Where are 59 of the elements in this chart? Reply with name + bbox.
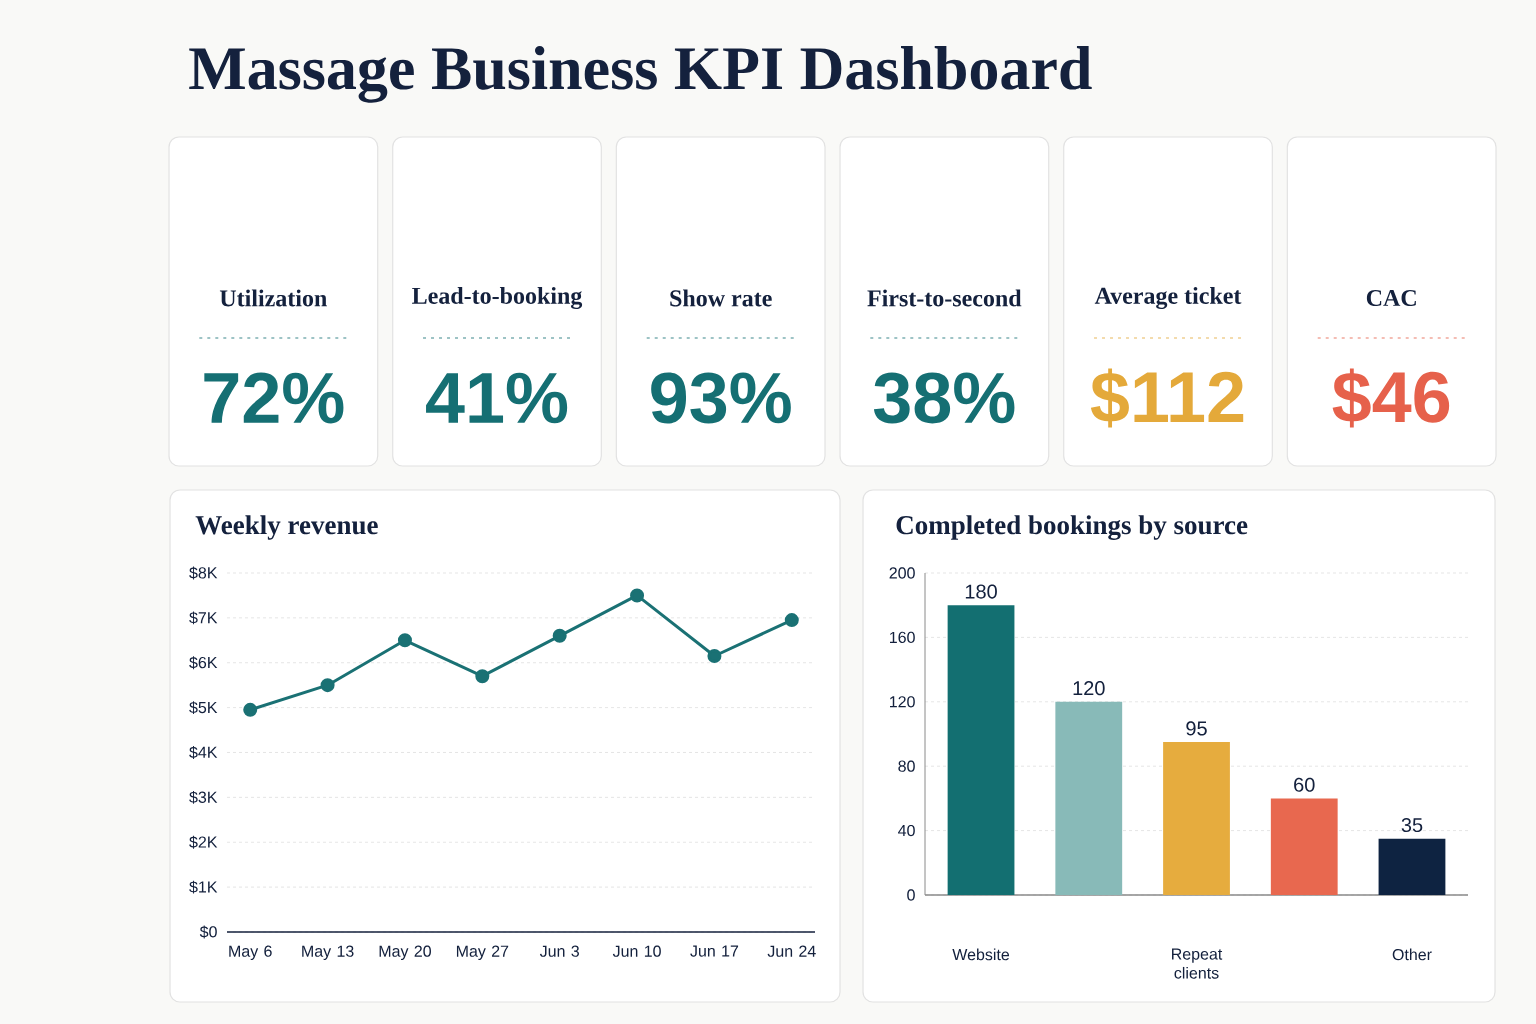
- point: [243, 702, 258, 717]
- data-label: 120: [1073, 681, 1105, 696]
- x-tick-label: Other: [1392, 948, 1432, 961]
- category-label: CAC: [1366, 289, 1416, 307]
- category-label: Show rate: [670, 289, 772, 307]
- y-tick-label: $5K: [189, 701, 218, 715]
- y-tick-label: $8K: [189, 566, 218, 580]
- y-tick-label: $4K: [189, 746, 218, 759]
- point: [630, 588, 645, 603]
- y-tick-label: $1K: [189, 880, 218, 894]
- y-tick-label: 40: [898, 824, 915, 837]
- data-label: 180: [965, 584, 997, 599]
- bar: [1163, 742, 1230, 895]
- data-label: 60: [1294, 777, 1315, 792]
- text: $46: [1332, 368, 1450, 428]
- category-label: Utilization: [219, 289, 327, 307]
- text: 38%: [873, 372, 1015, 424]
- x-tick-label: Repeat clients: [1172, 948, 1223, 979]
- point: [707, 649, 722, 664]
- x-tick-label: Jun 10: [612, 945, 661, 957]
- bar: [1270, 798, 1338, 895]
- text: 41%: [426, 372, 568, 424]
- y-tick-label: $2K: [189, 835, 218, 849]
- x-tick-label: May 6: [229, 945, 272, 961]
- data-label: 95: [1186, 721, 1207, 736]
- category-label: Lead-to-booking: [412, 287, 583, 309]
- x-tick-label: Website: [952, 948, 1010, 961]
- y-tick-label: 200: [889, 567, 915, 579]
- x-tick-label: Jun 24: [767, 945, 816, 957]
- point: [320, 678, 335, 693]
- bar: [1055, 701, 1123, 895]
- text: 72%: [204, 372, 344, 424]
- y-tick-label: $7K: [189, 611, 218, 625]
- y-tick-label: $3K: [189, 790, 218, 804]
- y-tick-label: 80: [898, 760, 915, 772]
- category-label: Average ticket: [1094, 287, 1242, 309]
- y-tick-label: $0: [199, 925, 217, 939]
- y-tick-label: 0: [907, 889, 915, 901]
- chart-title: Completed bookings by source: [896, 515, 1248, 540]
- y-tick-label: $6K: [189, 656, 218, 670]
- x-tick-label: Jun 17: [690, 945, 739, 957]
- bar: [1378, 838, 1446, 895]
- text: 93%: [651, 372, 791, 424]
- text: Massage Business KPI Dashboard: [189, 45, 1092, 103]
- category-label: First-to-second: [867, 289, 1022, 307]
- bar: [947, 605, 1015, 895]
- x-tick-label: May 27: [456, 945, 509, 961]
- y-tick-label: 120: [890, 696, 915, 708]
- chart-title: Weekly revenue: [195, 515, 378, 540]
- text: $112: [1090, 368, 1244, 428]
- data-label: 35: [1401, 817, 1423, 833]
- point: [397, 633, 412, 648]
- point: [784, 613, 799, 628]
- point: [475, 669, 490, 684]
- y-tick-label: 160: [890, 631, 915, 644]
- point: [552, 628, 567, 643]
- x-tick-label: May 20: [379, 945, 431, 961]
- x-tick-label: May 13: [302, 945, 354, 961]
- x-tick-label: Jun 3: [539, 945, 579, 957]
